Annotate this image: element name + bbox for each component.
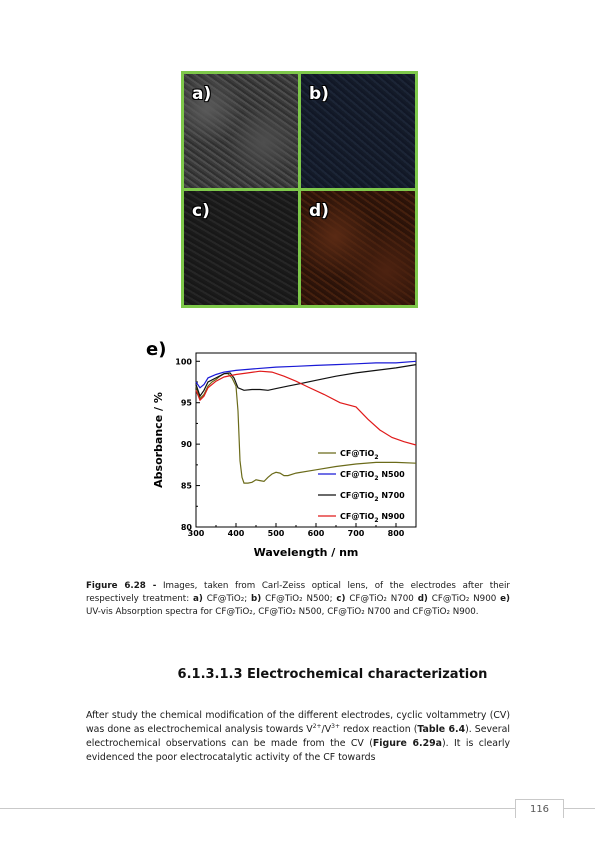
caption-text-b: CF@TiO₂ N500;	[261, 594, 337, 604]
caption-text-a: CF@TiO₂;	[202, 594, 252, 604]
body-paragraph: After study the chemical modification of…	[86, 709, 510, 765]
section-heading: 6.1.3.1.3 Electrochemical characterizati…	[177, 667, 488, 682]
caption-text-c: CF@TiO₂ N700	[345, 594, 418, 604]
body-text-5: ). It is clearly evidenced the poor elec…	[86, 738, 510, 763]
caption-text-1: Images, taken from Carl-Zeiss optical le…	[86, 581, 510, 604]
y-tick-label: 80	[181, 523, 193, 532]
body-text-4: ). Several electrochemical observations …	[86, 724, 510, 749]
photo-panel-d: d)	[301, 191, 415, 305]
series-line-2	[195, 364, 417, 398]
panel-label-a: a)	[192, 84, 212, 104]
photo-panel-c: c)	[184, 191, 298, 305]
caption-text-d: CF@TiO₂ N900	[427, 594, 501, 604]
legend-entry: CF@TiO2 N500	[340, 470, 405, 482]
legend-entry: CF@TiO2 N900	[340, 512, 405, 524]
footer-rule	[0, 808, 595, 809]
x-tick-label: 700	[348, 529, 365, 538]
panel-label-d: d)	[309, 201, 329, 221]
body-sup-2: 3+	[331, 723, 340, 730]
caption-ref-a: a)	[193, 594, 203, 604]
x-tick-label: 800	[388, 529, 405, 538]
body-text-2: /V	[321, 724, 332, 735]
series-line-0	[195, 373, 417, 484]
electrode-photo-grid: a) b) c) d)	[181, 71, 418, 308]
y-tick-label: 90	[181, 440, 193, 449]
body-text-3: redox reaction (	[339, 724, 418, 735]
series-line-1	[195, 360, 417, 389]
caption-ref-c: c)	[336, 594, 346, 604]
body-sup-1: 2+	[312, 723, 322, 730]
caption-ref-e: e)	[500, 594, 511, 604]
x-axis-label: Wavelength / nm	[254, 546, 359, 559]
caption-ref-b: b)	[251, 594, 262, 604]
y-tick-label: 95	[181, 399, 193, 408]
y-axis-label: Absorbance / %	[152, 392, 165, 488]
x-tick-label: 300	[188, 529, 205, 538]
page-number: 116	[515, 799, 564, 818]
caption-figure-label: Figure 6.28 -	[86, 581, 157, 591]
x-tick-label: 600	[308, 529, 325, 538]
photo-panel-b: b)	[301, 74, 415, 188]
x-tick-label: 500	[268, 529, 285, 538]
caption-text-e: UV-vis Absorption spectra for CF@TiO₂, C…	[86, 607, 479, 617]
y-tick-label: 100	[175, 357, 192, 366]
body-ref-table: Table 6.4	[417, 724, 466, 735]
plot-frame	[195, 352, 417, 528]
panel-label-e: e)	[146, 339, 166, 360]
legend-entry: CF@TiO2	[340, 449, 379, 461]
uv-vis-absorption-chart: e) 300 400 500 600 700 800 80 85 90 95 100 Wavelengt…	[146, 339, 417, 559]
panel-label-b: b)	[309, 84, 329, 104]
body-ref-figure: Figure 6.29a	[372, 738, 442, 749]
body-text-1: After study the chemical modification of…	[86, 710, 510, 735]
series-line-3	[195, 370, 417, 446]
figure-caption: Figure 6.28 - Images, taken from Carl-Ze…	[86, 580, 510, 619]
legend-entry: CF@TiO2 N700	[340, 491, 405, 503]
panel-label-c: c)	[192, 201, 210, 221]
y-tick-label: 85	[181, 482, 193, 491]
caption-ref-d: d)	[417, 594, 428, 604]
photo-panel-a: a)	[184, 74, 298, 188]
x-tick-label: 400	[228, 529, 245, 538]
